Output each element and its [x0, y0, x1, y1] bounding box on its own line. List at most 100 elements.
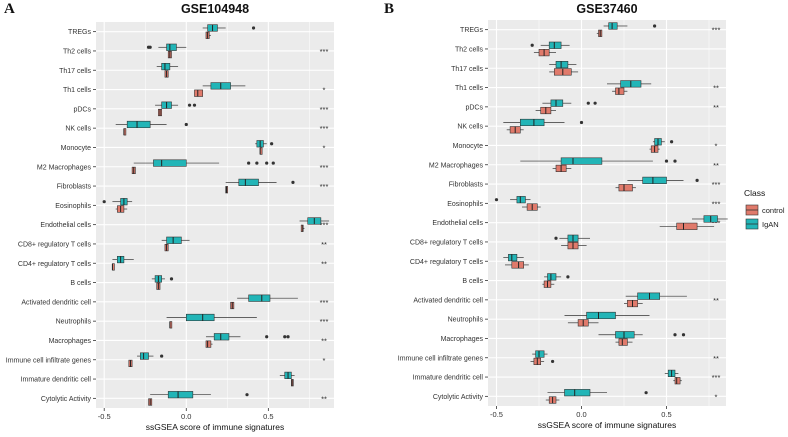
p1-category-label: Endothelial cells: [432, 220, 483, 227]
p0-category-label: Th17 cells: [59, 68, 91, 75]
p1-igan-outlier: [586, 101, 590, 105]
p0-significance-mark: **: [321, 394, 327, 403]
p1-igan-outlier: [644, 391, 648, 395]
p1-igan-outlier: [653, 24, 657, 28]
p0-igan-outlier: [169, 277, 174, 281]
p0-control-box: [194, 89, 203, 97]
p1-category-label: Neutrophils: [448, 317, 484, 324]
p1-igan-outlier: [593, 101, 597, 105]
p1-significance-mark: **: [713, 354, 719, 363]
p0-igan-outlier: [102, 200, 106, 204]
p1-igan-box: [516, 196, 526, 204]
p1-igan-box: [547, 273, 557, 281]
legend-label-igan: IgAN: [762, 220, 779, 229]
p1-category-label: NK cells: [457, 124, 483, 131]
p0-significance-mark: ***: [320, 47, 329, 56]
p0-igan-outlier: [146, 45, 151, 49]
p1-x-tick-label: -0.5: [490, 410, 503, 419]
p1-igan-outlier: [673, 333, 677, 337]
p1-significance-mark: **: [713, 161, 719, 170]
p1-control-box: [618, 338, 628, 346]
p1-category-label: TREGs: [460, 27, 483, 34]
p1-category-label: Immune cell infiltrate genes: [398, 355, 484, 362]
p1-igan-outlier: [554, 236, 558, 240]
p0-igan-outlier: [160, 354, 164, 358]
p0-category-label: Neutrophils: [56, 319, 92, 326]
p1-category-label: Th1 cells: [455, 85, 484, 92]
p0-igan-outlier: [247, 161, 251, 165]
p0-x-axis-title: ssGSEA score of immune signatures: [146, 422, 284, 432]
p0-significance-mark: **: [321, 259, 327, 268]
p0-category-label: pDCs: [73, 106, 91, 113]
p0-category-label: Th1 cells: [63, 87, 92, 94]
p1-igan-outlier: [664, 159, 669, 163]
p0-significance-mark: ***: [320, 163, 329, 172]
p1-category-label: Macrophages: [441, 336, 484, 343]
p1-significance-mark: **: [713, 103, 719, 112]
p1-significance-mark: ***: [712, 26, 721, 35]
p0-significance-mark: ***: [320, 317, 329, 326]
p0-category-label: Macrophages: [49, 338, 92, 345]
p0-category-label: TREGs: [68, 29, 91, 36]
p1-category-label: Fibroblasts: [449, 182, 484, 189]
p1-title: GSE37460: [576, 2, 637, 16]
p1-significance-mark: ***: [712, 199, 721, 208]
p0-x-tick-label: 0.5: [263, 412, 273, 421]
p0-category-label: Immature dendritic cell: [21, 377, 92, 384]
p0-igan-outlier: [192, 103, 197, 107]
p0-category-label: Activated dendritic cell: [21, 299, 91, 306]
p0-igan-box: [185, 313, 215, 322]
p1-significance-mark: **: [713, 296, 719, 305]
p1-control-box: [511, 261, 524, 269]
p0-category-label: CD4+ regulatory T cells: [18, 261, 92, 268]
p0-category-label: CD8+ regulatory T cells: [18, 241, 92, 248]
p0-igan-box: [248, 294, 271, 302]
p1-x-tick-label: 0.5: [661, 410, 671, 419]
p1-igan-outlier: [566, 275, 570, 279]
p1-control-box: [615, 87, 625, 95]
p1-category-label: pDCs: [465, 104, 483, 111]
p0-x-tick-label: 0.0: [181, 412, 191, 421]
p0-category-label: Monocyte: [61, 145, 91, 152]
p0-significance-mark: ***: [320, 298, 329, 307]
p1-igan-outlier: [673, 159, 677, 163]
p0-igan-box: [167, 391, 194, 399]
p0-x-tick-label: -0.5: [98, 412, 111, 421]
p1-igan-box: [555, 61, 569, 69]
p0-igan-box: [161, 63, 171, 71]
p0-igan-outlier: [255, 161, 259, 165]
p1-category-label: Eosinophils: [447, 201, 483, 208]
p0-igan-outlier: [184, 122, 188, 127]
p0-significance-mark: ***: [320, 124, 329, 133]
p0-igan-box: [238, 178, 259, 186]
panel-b-letter: B: [384, 1, 394, 17]
p1-igan-box: [564, 389, 591, 397]
p0-significance-mark: **: [321, 336, 327, 345]
p1-category-label: CD4+ regulatory T cells: [410, 259, 484, 266]
p0-control-box: [205, 340, 212, 348]
p1-significance-mark: *: [715, 141, 718, 150]
p0-igan-box: [140, 352, 149, 360]
p1-igan-box: [586, 311, 616, 320]
p0-category-label: Th2 cells: [63, 48, 92, 55]
p1-igan-box: [637, 292, 660, 300]
p0-category-label: Endothelial cells: [40, 222, 91, 229]
p0-category-label: Fibroblasts: [57, 184, 92, 191]
p0-igan-outlier: [265, 335, 269, 339]
p1-category-label: CD8+ regulatory T cells: [410, 239, 484, 246]
legend-label-control: control: [762, 206, 785, 215]
p1-significance-mark: ***: [712, 180, 721, 189]
p1-category-label: Cytolytic Activity: [433, 394, 484, 401]
p1-igan-box: [508, 254, 518, 262]
p1-category-label: B cells: [462, 278, 483, 285]
p0-igan-outlier: [271, 161, 275, 165]
p1-category-label: Monocyte: [453, 143, 483, 150]
p1-significance-mark: ***: [712, 373, 721, 382]
p1-significance-mark: ***: [712, 219, 721, 228]
p1-igan-box: [519, 118, 545, 127]
legend: Class control IgAN: [744, 188, 785, 230]
p1-igan-box: [560, 157, 603, 165]
p0-category-label: Immune cell infiltrate genes: [6, 357, 92, 364]
p0-significance-mark: ***: [320, 182, 329, 191]
